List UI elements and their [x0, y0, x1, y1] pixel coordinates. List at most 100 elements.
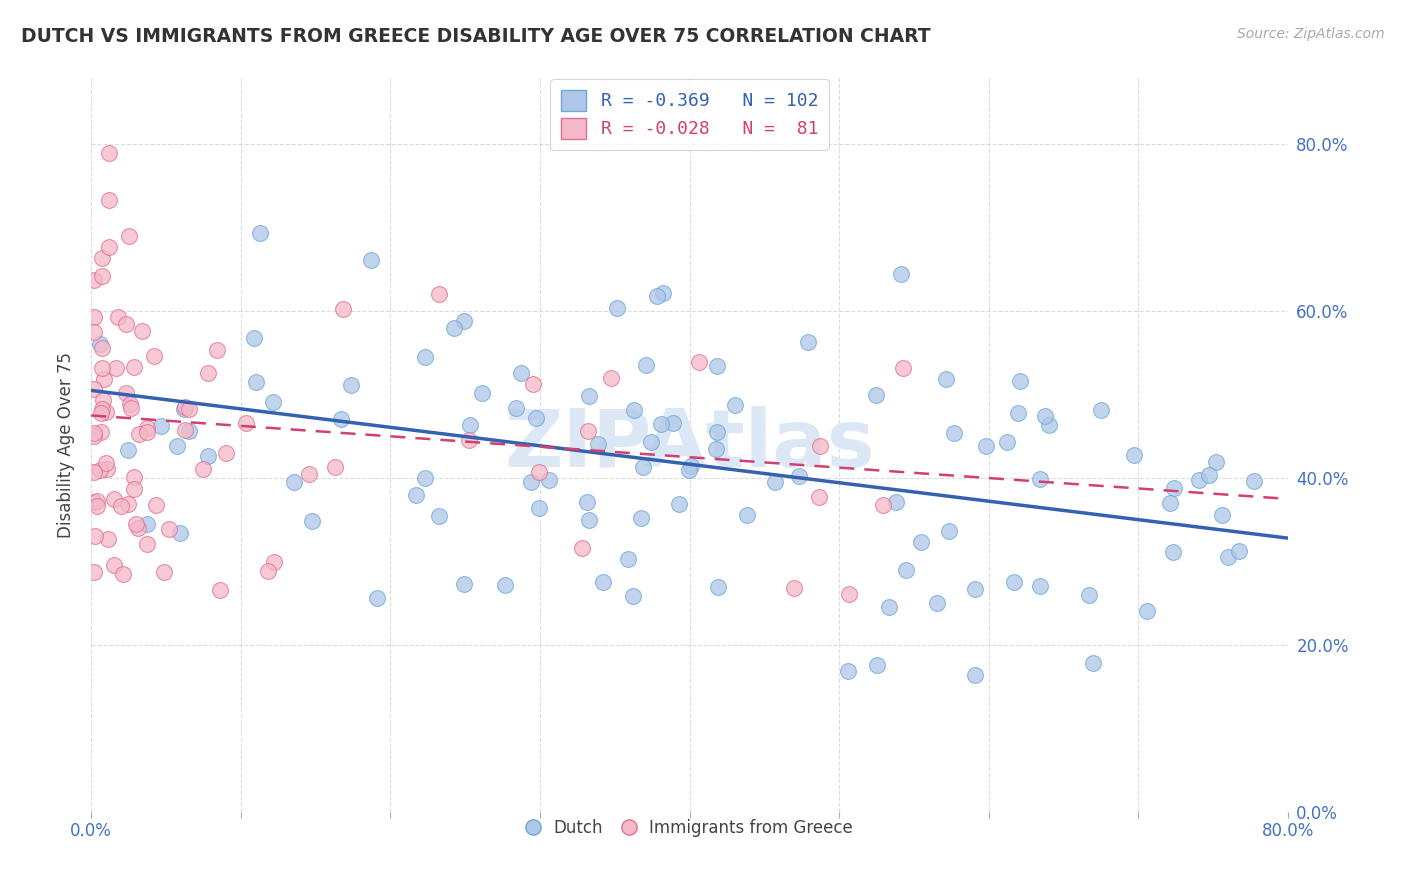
- Point: [704, 442, 727, 456]
- Point: [301, 514, 323, 528]
- Point: [90, 406, 112, 420]
- Point: [135, 425, 157, 440]
- Point: [177, 402, 200, 417]
- Point: [578, 389, 600, 403]
- Point: [1227, 543, 1250, 558]
- Point: [413, 350, 436, 364]
- Point: [1033, 409, 1056, 423]
- Point: [360, 253, 382, 268]
- Point: [86, 500, 108, 514]
- Point: [263, 555, 285, 569]
- Point: [974, 440, 997, 454]
- Point: [600, 371, 623, 385]
- Point: [103, 491, 125, 506]
- Point: [197, 366, 219, 380]
- Point: [89, 337, 111, 351]
- Point: [606, 301, 628, 316]
- Point: [145, 498, 167, 512]
- Point: [150, 419, 173, 434]
- Point: [86, 494, 108, 508]
- Point: [115, 318, 138, 332]
- Point: [509, 366, 531, 380]
- Point: [117, 229, 139, 244]
- Point: [83, 382, 105, 396]
- Point: [631, 460, 654, 475]
- Point: [173, 402, 195, 417]
- Point: [83, 325, 105, 339]
- Point: [797, 334, 820, 349]
- Point: [83, 310, 105, 325]
- Point: [83, 465, 105, 479]
- Point: [1029, 472, 1052, 486]
- Point: [837, 664, 859, 678]
- Point: [97, 532, 120, 546]
- Point: [97, 194, 120, 208]
- Point: [471, 386, 494, 401]
- Point: [197, 449, 219, 463]
- Point: [963, 668, 986, 682]
- Point: [925, 595, 948, 609]
- Point: [90, 360, 112, 375]
- Point: [122, 359, 145, 374]
- Point: [935, 372, 957, 386]
- Point: [640, 435, 662, 450]
- Point: [942, 425, 965, 440]
- Point: [83, 429, 105, 443]
- Point: [83, 566, 105, 580]
- Point: [1243, 475, 1265, 489]
- Point: [83, 273, 105, 287]
- Point: [1211, 508, 1233, 522]
- Point: [120, 401, 142, 415]
- Point: [1007, 406, 1029, 420]
- Point: [298, 467, 321, 482]
- Point: [83, 425, 105, 440]
- Point: [807, 490, 830, 504]
- Point: [118, 397, 141, 411]
- Point: [84, 528, 107, 542]
- Point: [245, 375, 267, 389]
- Point: [257, 564, 280, 578]
- Point: [575, 494, 598, 508]
- Point: [107, 310, 129, 324]
- Point: [458, 434, 481, 448]
- Point: [894, 563, 917, 577]
- Point: [678, 462, 700, 476]
- Point: [332, 302, 354, 317]
- Point: [191, 462, 214, 476]
- Point: [838, 587, 860, 601]
- Point: [520, 475, 543, 490]
- Point: [879, 600, 901, 615]
- Point: [93, 372, 115, 386]
- Point: [96, 462, 118, 476]
- Y-axis label: Disability Age Over 75: Disability Age Over 75: [58, 351, 75, 538]
- Point: [1038, 418, 1060, 433]
- Point: [872, 498, 894, 512]
- Point: [453, 313, 475, 327]
- Point: [215, 446, 238, 460]
- Point: [153, 565, 176, 579]
- Point: [283, 475, 305, 490]
- Point: [808, 439, 831, 453]
- Point: [124, 470, 146, 484]
- Point: [249, 226, 271, 240]
- Point: [131, 324, 153, 338]
- Point: [427, 509, 450, 524]
- Point: [650, 417, 672, 431]
- Point: [576, 424, 599, 438]
- Point: [142, 349, 165, 363]
- Point: [910, 535, 932, 549]
- Point: [242, 331, 264, 345]
- Point: [522, 376, 544, 391]
- Point: [207, 343, 229, 357]
- Point: [1205, 455, 1227, 469]
- Point: [174, 400, 197, 414]
- Legend: Dutch, Immigrants from Greece: Dutch, Immigrants from Greece: [520, 813, 859, 844]
- Point: [117, 497, 139, 511]
- Point: [91, 341, 114, 355]
- Point: [1004, 575, 1026, 590]
- Point: [94, 405, 117, 419]
- Point: [453, 577, 475, 591]
- Point: [1216, 549, 1239, 564]
- Point: [90, 425, 112, 439]
- Point: [173, 423, 195, 437]
